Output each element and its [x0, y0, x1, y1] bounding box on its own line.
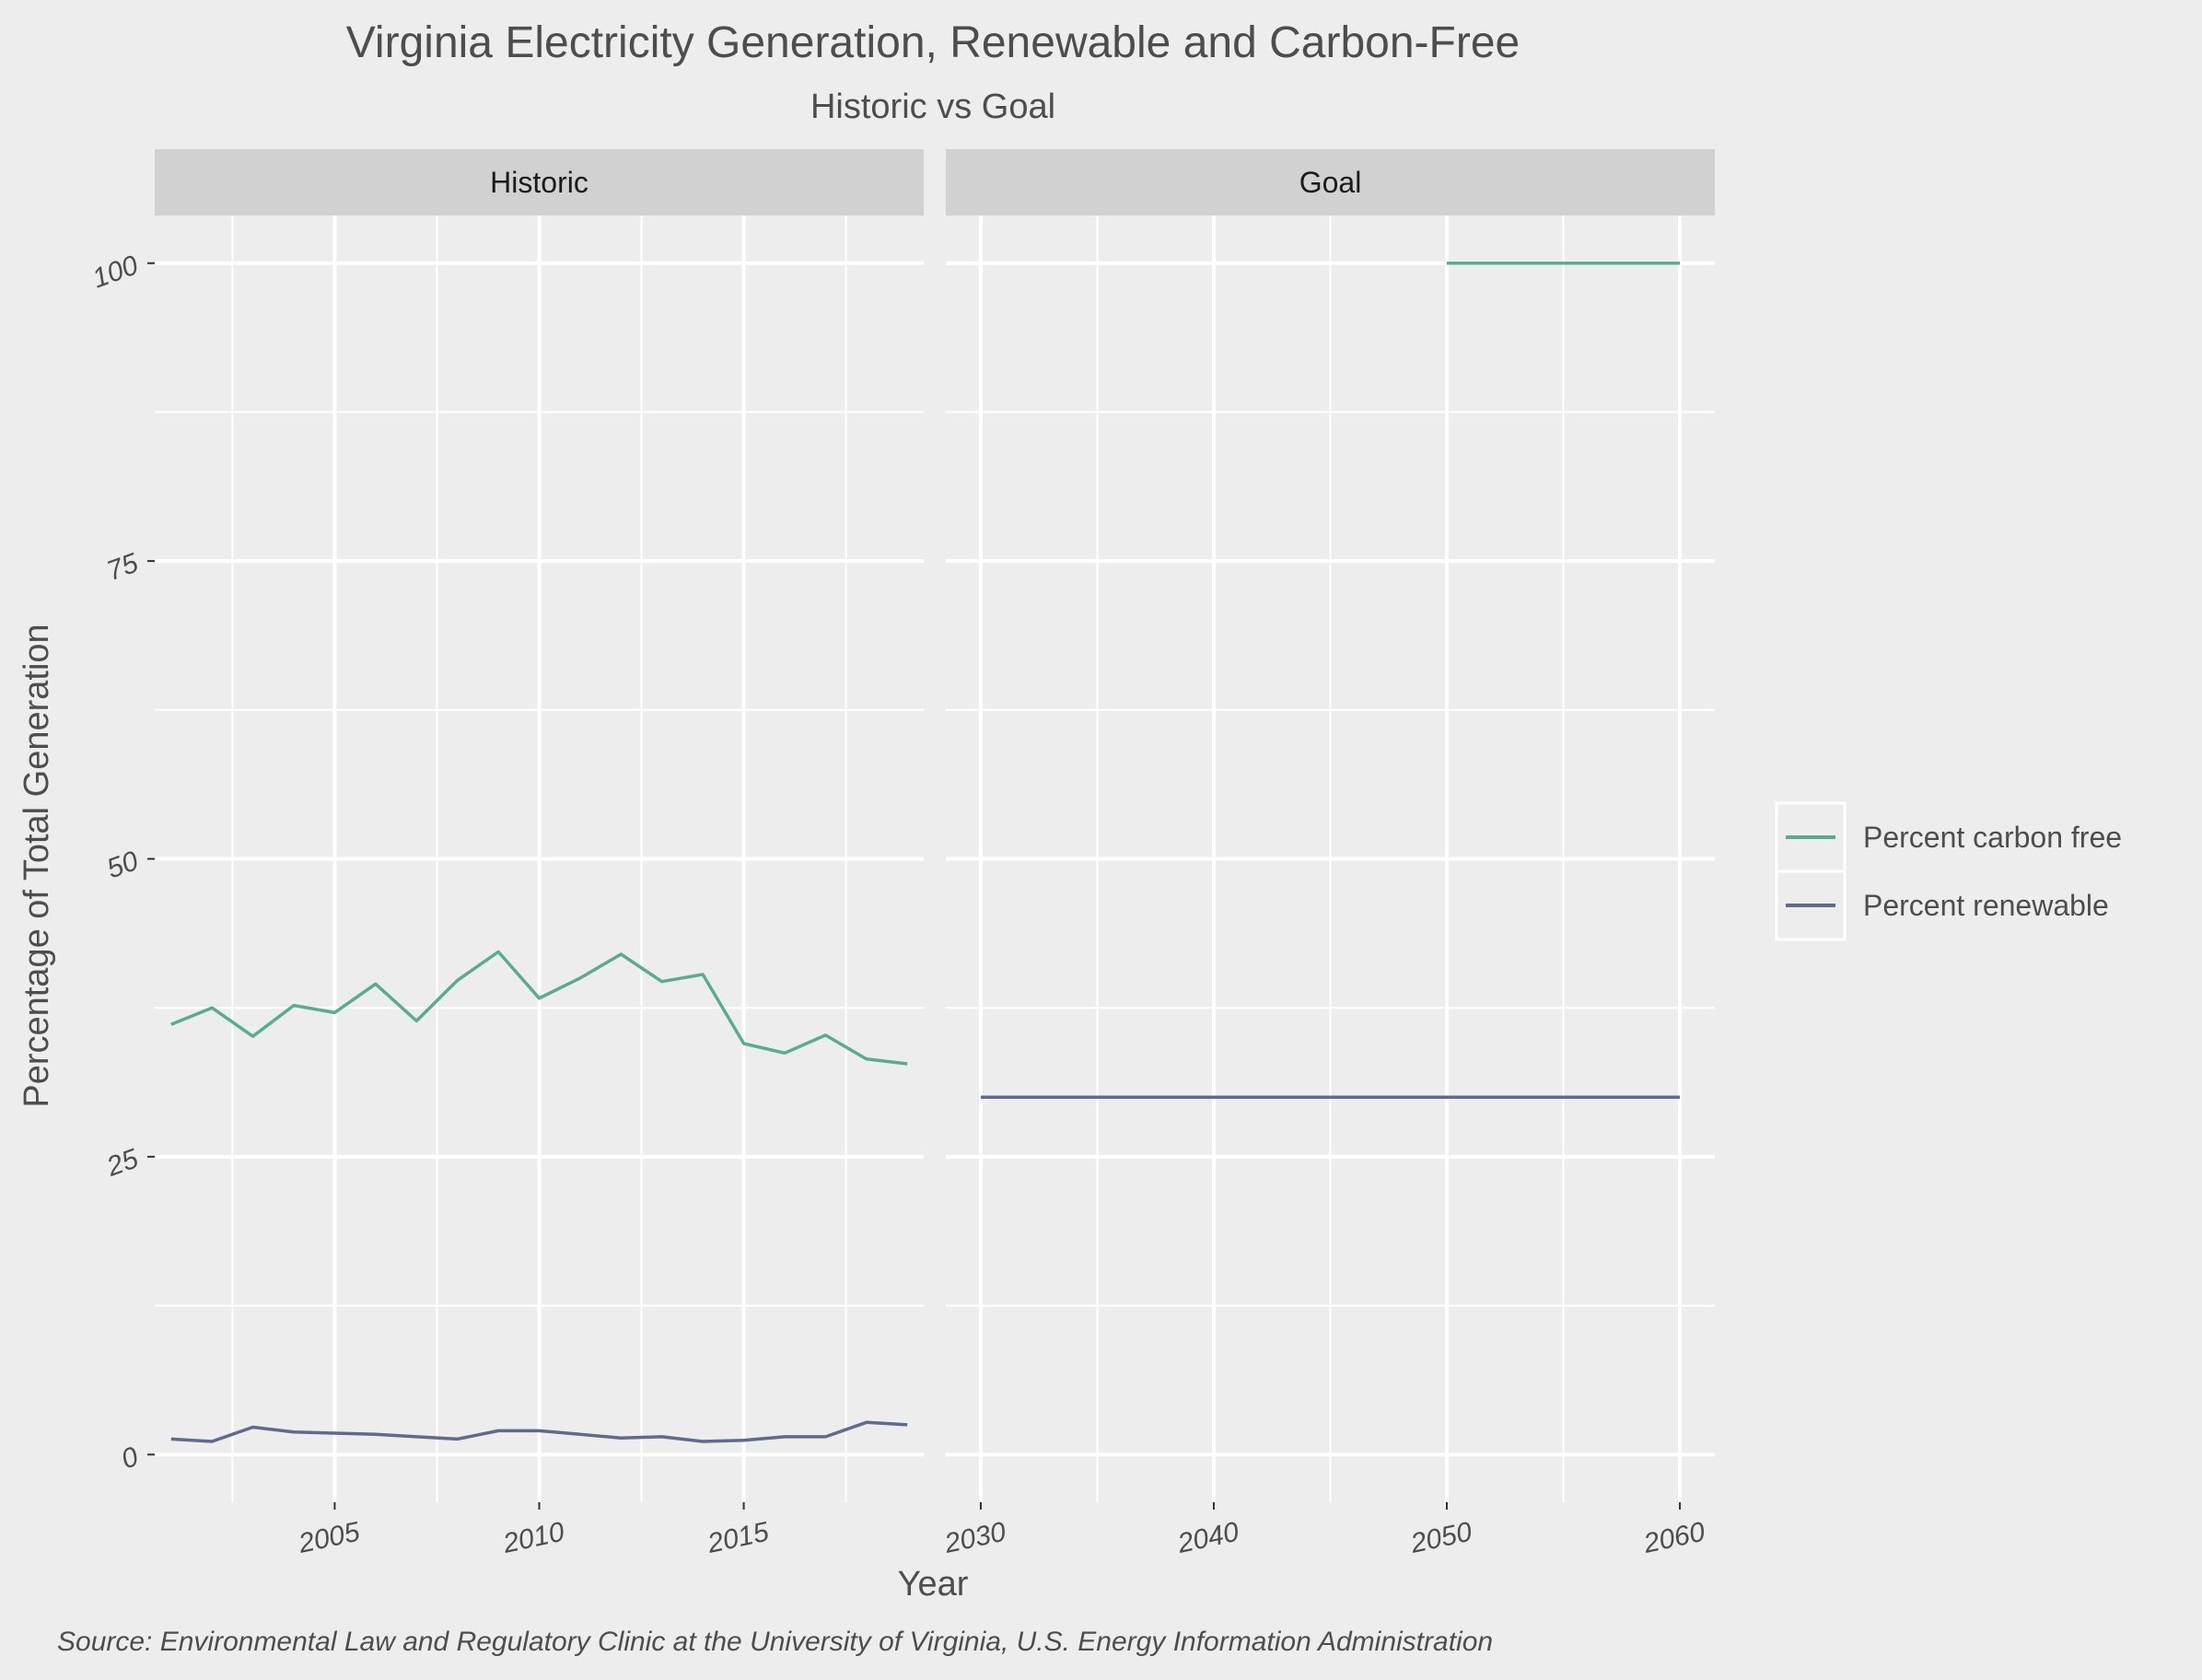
x-tick-label: 2040 — [1174, 1517, 1241, 1559]
facet-strip — [946, 149, 1715, 216]
y-tick-label: 75 — [103, 548, 143, 588]
x-tick-label: 2005 — [295, 1517, 362, 1559]
chart-subtitle: Historic vs Goal — [810, 88, 1055, 126]
y-tick-label: 100 — [88, 250, 143, 294]
y-axis: 0 25 50 75 100 — [88, 250, 155, 1476]
chart-title: Virginia Electricity Generation, Renewab… — [346, 18, 1520, 67]
x-tick-label: 2030 — [941, 1517, 1008, 1559]
series-line-percent-renewable — [170, 1420, 908, 1443]
legend-label: Percent renewable — [1863, 889, 2109, 922]
chart-caption: Source: Environmental Law and Regulatory… — [57, 1627, 1493, 1657]
y-axis-title: Percentage of Total Generation — [17, 624, 56, 1107]
y-tick-label: 50 — [103, 846, 143, 885]
facet-strip — [155, 149, 924, 216]
legend: Percent carbon free Percent renewable — [1775, 801, 2122, 941]
facet-strip-label: Historic — [490, 166, 588, 199]
x-tick-label: 2010 — [499, 1517, 566, 1559]
x-axis-title: Year — [898, 1565, 969, 1604]
y-tick-label: 0 — [117, 1441, 142, 1476]
legend-label: Percent carbon free — [1863, 821, 2122, 854]
x-tick-label: 2015 — [705, 1517, 772, 1559]
panel-goal: 2030 2040 2050 2060 Goal — [941, 149, 1715, 1559]
x-tick-label: 2050 — [1407, 1517, 1474, 1559]
panel-historic: 2005 2010 2015 Historic — [155, 149, 924, 1559]
facet-panels: 2005 2010 2015 Historic 2030 2040 2050 2060 Goal — [155, 149, 1715, 1559]
series-line-percent-carbon-free — [170, 950, 908, 1066]
facet-strip-label: Goal — [1299, 166, 1362, 199]
y-tick-label: 25 — [102, 1143, 143, 1183]
x-tick-label: 2060 — [1640, 1517, 1707, 1559]
